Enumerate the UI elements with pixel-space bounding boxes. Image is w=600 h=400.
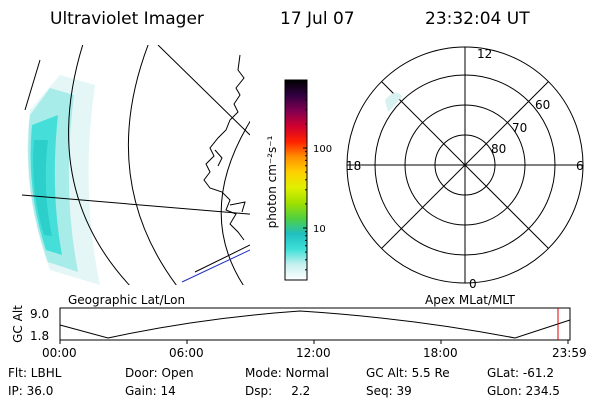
date-label: 17 Jul 07 (280, 9, 355, 29)
geographic-map (22, 45, 250, 285)
altitude-xtick-0: 00:00 (42, 346, 77, 360)
glon-info: GLon: 234.5 (487, 384, 560, 398)
mlt-label-12: 12 (477, 47, 492, 61)
altitude-xtick-1: 06:00 (169, 346, 204, 360)
polar-plot (346, 46, 584, 284)
altitude-ytick-bottom: 1.8 (30, 329, 49, 343)
polar-aurora (385, 92, 402, 112)
info-panel: Flt: LBHL IP: 36.0 Door: Open Gain: 14 M… (8, 366, 560, 398)
colorbar-unit-label: photon cm⁻²s⁻¹ (265, 135, 279, 228)
aurora-emission (27, 75, 100, 285)
geographic-label: Geographic Lat/Lon (68, 293, 185, 307)
gain-info: Gain: 14 (125, 384, 176, 398)
mode-info: Mode: Normal (245, 366, 329, 380)
instrument-title: Ultraviolet Imager (50, 9, 204, 29)
polar-diagonal-2 (381, 81, 549, 249)
altitude-xtick-4: 23:59 (552, 346, 587, 360)
time-label: 23:32:04 UT (425, 9, 530, 29)
satellite-track (181, 249, 250, 283)
mlt-label-0: 0 (469, 277, 477, 291)
longitude-lines (22, 45, 250, 273)
altitude-xtick-3: 18:00 (423, 346, 458, 360)
glat-info: GLat: -61.2 (487, 366, 554, 380)
latitude-lines (24, 45, 250, 285)
altitude-ytick-top: 9.0 (30, 307, 49, 321)
altitude-plot-frame (59, 307, 571, 341)
mlt-label-18: 18 (346, 159, 361, 173)
apex-label: Apex MLat/MLT (425, 293, 515, 307)
mlat-label-80: 80 (491, 142, 506, 156)
altitude-x-ticks (59, 340, 569, 344)
altitude-xtick-2: 12:00 (296, 346, 331, 360)
mlat-label-60: 60 (535, 98, 550, 112)
filter-info: Flt: LBHL (8, 366, 62, 380)
colorbar-tick-label-0: 100 (313, 144, 332, 155)
colorbar (284, 79, 308, 281)
altitude-ylabel: GC Alt (11, 305, 25, 343)
dsp-info: Dsp: 2.2 (245, 384, 310, 398)
coastline (203, 54, 245, 241)
seq-info: Seq: 39 (366, 384, 412, 398)
gc-alt-info: GC Alt: 5.5 Re (366, 366, 450, 380)
colorbar-tick-label-1: 10 (313, 224, 326, 235)
door-info: Door: Open (125, 366, 194, 380)
altitude-curve (59, 310, 571, 339)
altitude-plot: GC Alt 9.0 1.8 00:00 06:00 12:00 18:00 2… (11, 305, 587, 360)
mlat-label-70: 70 (512, 121, 527, 135)
colorbar-ticks: 100 10 (303, 85, 332, 271)
ip-info: IP: 36.0 (8, 384, 53, 398)
mlt-label-6: 6 (576, 159, 584, 173)
